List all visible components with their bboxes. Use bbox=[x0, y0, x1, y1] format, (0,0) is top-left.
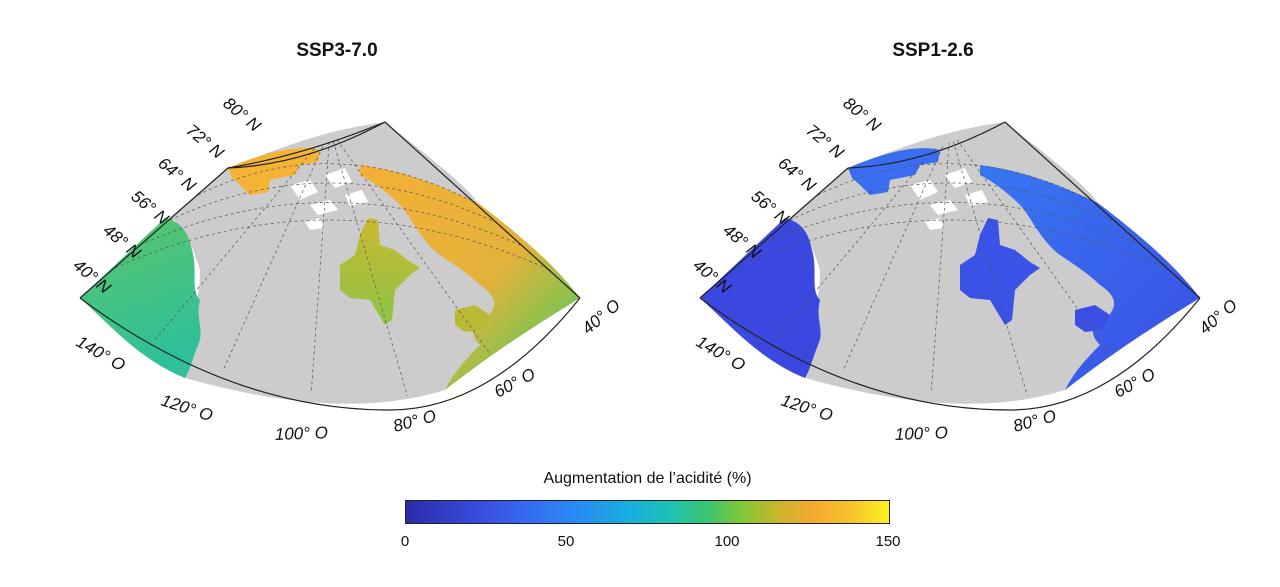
ocean-arctic-ssp126 bbox=[848, 148, 940, 195]
lon-label-140: 140° O bbox=[693, 332, 748, 375]
map-title-ssp126: SSP1-2.6 bbox=[892, 40, 974, 61]
gulf-st-lawrence-ssp126 bbox=[1075, 305, 1110, 332]
lon-label-120: 120° O bbox=[779, 391, 835, 425]
map-ssp370: 80° N 72° N 64° N 56° N 48° N 40° N 140°… bbox=[69, 94, 624, 444]
lon-label-60: 60° O bbox=[1111, 364, 1158, 401]
lon-label-80: 80° O bbox=[1011, 406, 1058, 436]
colorbar-tick-100: 100 bbox=[714, 533, 740, 550]
lon-label-40: 40° O bbox=[1195, 295, 1241, 338]
ocean-arctic-ssp370 bbox=[228, 148, 320, 195]
lon-label-100: 100° O bbox=[894, 423, 948, 444]
lat-label-72: 72° N bbox=[802, 121, 847, 163]
hudson-bay-ssp126 bbox=[960, 218, 1040, 325]
lon-label-140: 140° O bbox=[73, 332, 128, 375]
map-ssp126: 80° N 72° N 64° N 56° N 48° N 40° N 140°… bbox=[689, 94, 1241, 444]
graticule-ssp370 bbox=[109, 129, 551, 400]
colorbar-tick-50: 50 bbox=[557, 533, 575, 550]
map-frame-ssp370 bbox=[79, 121, 581, 411]
map-title-ssp370: SSP3-7.0 bbox=[296, 40, 378, 61]
ocean-atlantic-ssp370 bbox=[360, 165, 580, 390]
ocean-atlantic-ssp126 bbox=[980, 165, 1200, 390]
map-frame-ssp126 bbox=[699, 121, 1201, 411]
lon-label-120: 120° O bbox=[159, 391, 215, 425]
gulf-st-lawrence-ssp370 bbox=[455, 305, 490, 332]
hudson-bay-ssp370 bbox=[340, 218, 420, 325]
lat-label-72: 72° N bbox=[182, 121, 227, 163]
lon-label-100: 100° O bbox=[274, 423, 328, 444]
lat-label-64: 64° N bbox=[774, 154, 819, 196]
lat-label-80: 80° N bbox=[839, 94, 884, 136]
ocean-pacific-ssp126 bbox=[700, 218, 821, 378]
colorbar-title: Augmentation de l’acidité (%) bbox=[543, 470, 752, 487]
lat-label-64: 64° N bbox=[154, 154, 199, 196]
graticule-ssp126 bbox=[729, 129, 1171, 400]
lon-label-60: 60° O bbox=[491, 364, 538, 401]
colorbar-tick-150: 150 bbox=[875, 533, 901, 550]
ocean-pacific-ssp370 bbox=[80, 218, 201, 378]
lat-label-80: 80° N bbox=[219, 94, 264, 136]
lon-label-40: 40° O bbox=[578, 295, 624, 338]
lon-label-80: 80° O bbox=[391, 406, 438, 436]
colorbar bbox=[405, 500, 890, 524]
colorbar-tick-0: 0 bbox=[400, 533, 410, 550]
